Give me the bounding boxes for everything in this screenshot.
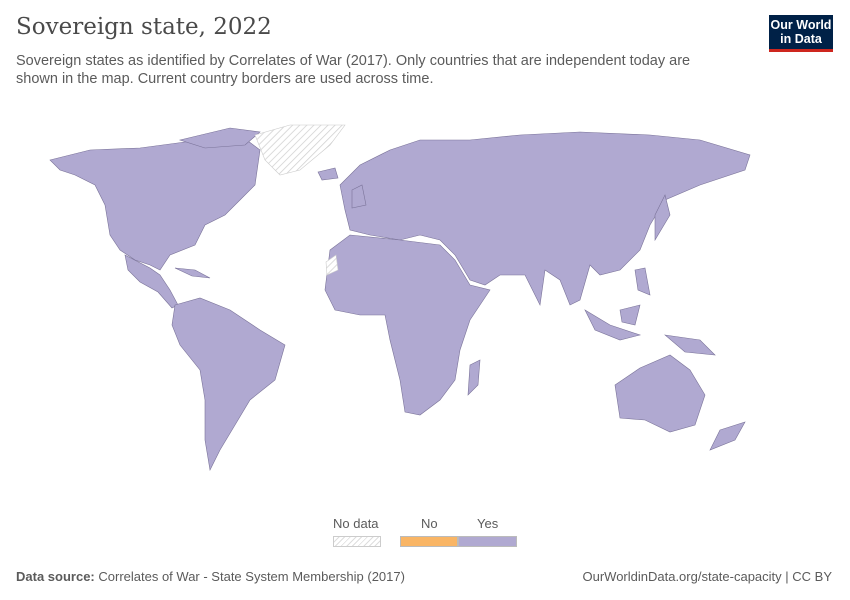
region-south-america[interactable] [171, 297, 286, 471]
data-source: Data source: Correlates of War - State S… [16, 569, 405, 584]
region-western-sahara[interactable] [325, 254, 339, 276]
region-indonesia[interactable] [584, 304, 642, 341]
logo-line1: Our World [770, 18, 832, 32]
legend-swatch-yes[interactable] [458, 536, 517, 547]
region-australia[interactable] [614, 354, 706, 433]
source-text[interactable]: Correlates of War - State System Members… [98, 569, 405, 584]
region-papua-new-guinea[interactable] [664, 334, 716, 356]
world-map [49, 124, 751, 471]
region-uk[interactable] [351, 184, 367, 209]
owid-logo[interactable]: Our World in Data [769, 15, 833, 52]
region-caribbean[interactable] [174, 267, 211, 279]
region-africa[interactable] [324, 234, 491, 416]
source-label: Data source: [16, 569, 95, 584]
chart-subtitle: Sovereign states as identified by Correl… [16, 53, 691, 87]
legend-swatch-no[interactable] [400, 536, 458, 547]
region-madagascar[interactable] [467, 359, 481, 396]
legend-label-no: No [421, 516, 438, 531]
region-eurasia[interactable] [339, 131, 751, 306]
region-greenland[interactable] [254, 124, 346, 176]
legend-label-yes: Yes [477, 516, 499, 531]
footer-url[interactable]: OurWorldinData.org/state-capacity | CC B… [582, 569, 832, 584]
chart-title: Sovereign state, 2022 [16, 14, 272, 40]
region-new-zealand[interactable] [709, 421, 746, 451]
region-japan[interactable] [654, 194, 671, 242]
region-north-america[interactable] [49, 134, 261, 271]
region-arctic-islands[interactable] [178, 127, 261, 149]
logo-line2: in Data [780, 32, 822, 46]
map-legend: No data No Yes [330, 516, 530, 552]
legend-swatch-no-data[interactable] [333, 536, 381, 547]
region-iceland[interactable] [317, 167, 339, 181]
region-philippines[interactable] [634, 267, 651, 296]
legend-label-no-data: No data [333, 516, 379, 531]
